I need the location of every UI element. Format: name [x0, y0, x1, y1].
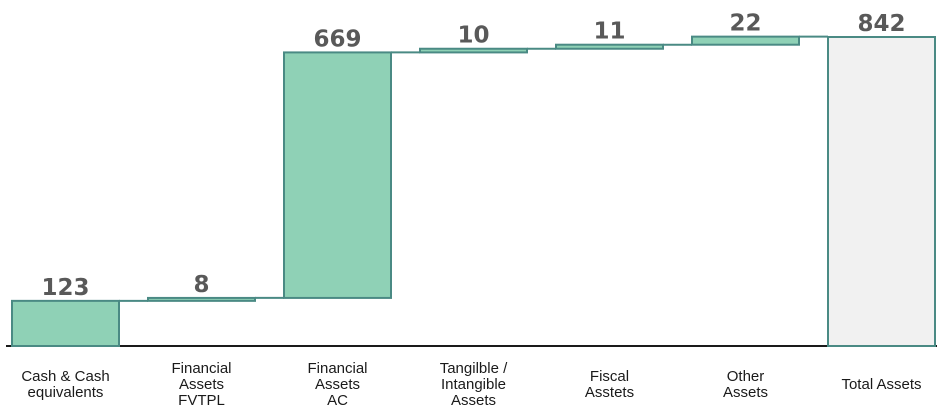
increase-bar: [555, 43, 664, 50]
increase-bar: [283, 51, 392, 299]
data-label: 123: [41, 275, 89, 301]
category-label: Other Assets: [723, 368, 768, 401]
category-label: Financial Assets AC: [307, 360, 367, 409]
total-bar: [827, 36, 936, 347]
data-label: 8: [193, 272, 209, 298]
category-label: Tangilble / Intangible Assets: [440, 360, 508, 409]
category-label: Fiscal Asstets: [585, 368, 634, 401]
increase-bar: [11, 299, 120, 348]
category-label: Cash & Cash equivalents: [21, 368, 109, 401]
category-label: Financial Assets FVTPL: [171, 360, 231, 409]
data-label: 11: [593, 19, 625, 45]
increase-bar: [419, 47, 528, 54]
increase-bar: [147, 296, 256, 302]
increase-bar: [691, 35, 800, 46]
data-label: 842: [857, 11, 905, 37]
data-label: 669: [313, 26, 361, 52]
data-label: 22: [729, 11, 761, 37]
data-label: 10: [457, 23, 489, 49]
category-label: Total Assets: [841, 376, 921, 393]
